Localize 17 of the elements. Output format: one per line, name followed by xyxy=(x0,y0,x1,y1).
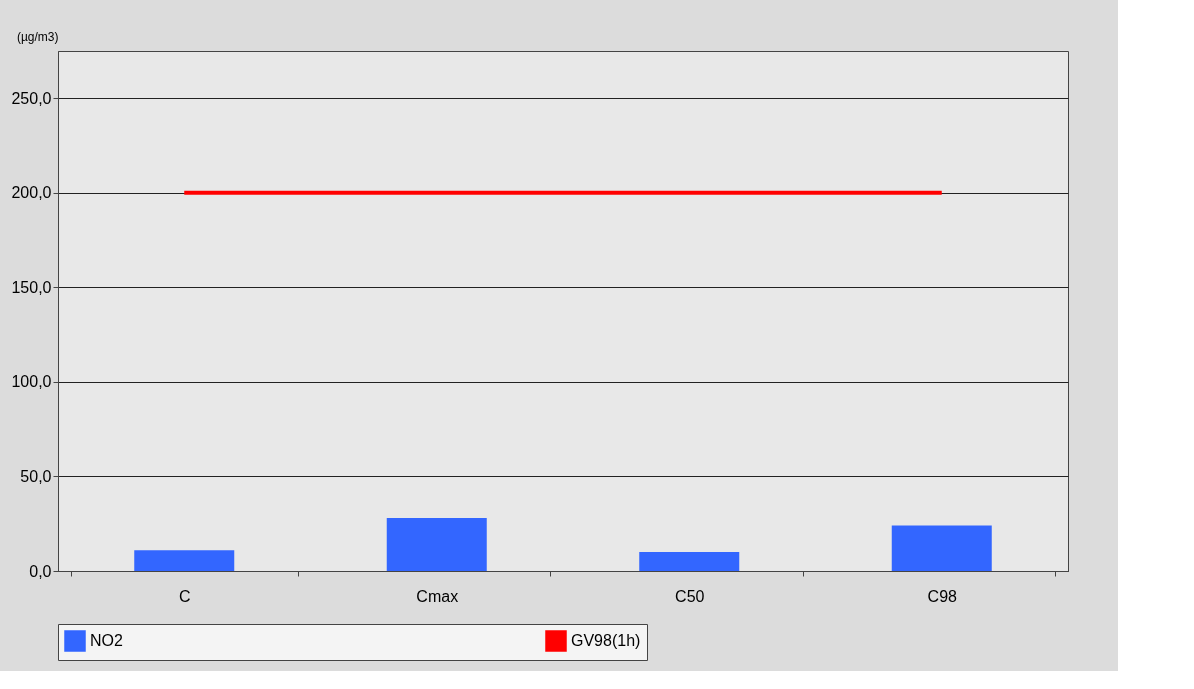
y-tick-label: 0,0 xyxy=(29,562,52,580)
y-tick-label: 150,0 xyxy=(11,278,52,296)
x-tick-label: C xyxy=(178,587,191,605)
x-tick-label: C98 xyxy=(927,587,958,605)
legend-label: NO2 xyxy=(90,632,123,649)
legend-label: GV98(1h) xyxy=(571,632,641,649)
bar xyxy=(891,525,992,571)
y-tick-label: 100,0 xyxy=(11,373,52,391)
bar xyxy=(386,518,487,571)
x-tick-label: C50 xyxy=(675,587,705,605)
y-tick-label: 200,0 xyxy=(11,184,52,202)
y-tick-label: 250,0 xyxy=(11,89,52,107)
y-tick-label: 50,0 xyxy=(20,467,52,485)
bar xyxy=(639,552,740,571)
x-tick-label: Cmax xyxy=(416,587,459,605)
bar xyxy=(134,550,235,571)
y-axis-title: (µg/m3) xyxy=(16,29,59,44)
